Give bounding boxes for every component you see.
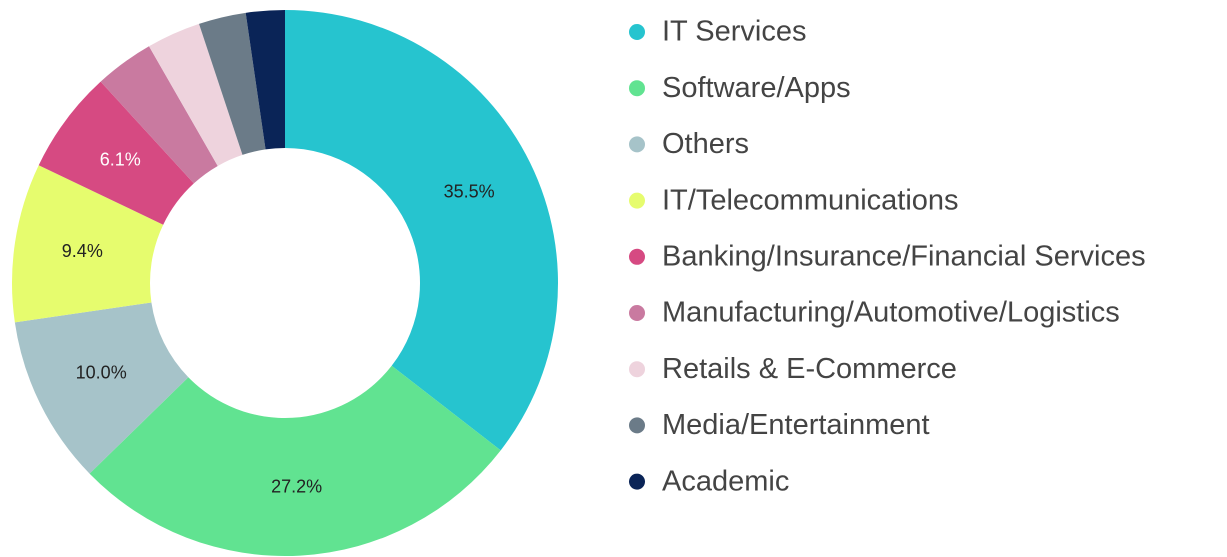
legend-label: Media/Entertainment	[662, 409, 930, 441]
value-label: 35.5%	[444, 182, 495, 202]
legend-label: Academic	[662, 465, 789, 497]
legend-label: Manufacturing/Automotive/Logistics	[662, 297, 1120, 329]
value-label: 27.2%	[271, 476, 322, 496]
legend-label: Others	[662, 128, 749, 160]
legend-label: IT/Telecommunications	[662, 184, 959, 216]
legend-swatch	[629, 248, 645, 265]
legend-swatch	[629, 473, 645, 490]
value-label: 10.0%	[76, 363, 127, 383]
legend-swatch	[629, 361, 645, 378]
slice	[14, 302, 189, 474]
slice	[199, 12, 266, 155]
legend-swatch	[629, 305, 645, 321]
legend-swatch	[629, 24, 645, 40]
slice	[100, 46, 218, 184]
legend-label: IT Services	[662, 16, 807, 48]
slice	[89, 365, 501, 556]
legend-swatch	[629, 417, 645, 434]
legend-swatch	[629, 192, 645, 209]
slice	[245, 10, 285, 150]
legend-swatch	[629, 136, 645, 153]
slice	[148, 23, 243, 166]
legend-label: Banking/Insurance/Financial Services	[662, 240, 1146, 272]
value-label: 6.1%	[100, 150, 141, 170]
legend-label: Retails & E-Commerce	[662, 353, 957, 385]
legend-label: Software/Apps	[662, 72, 851, 104]
value-label: 9.4%	[62, 241, 103, 261]
slice	[12, 165, 164, 323]
slice	[38, 81, 194, 225]
slice	[285, 10, 558, 451]
legend-swatch	[629, 80, 645, 97]
